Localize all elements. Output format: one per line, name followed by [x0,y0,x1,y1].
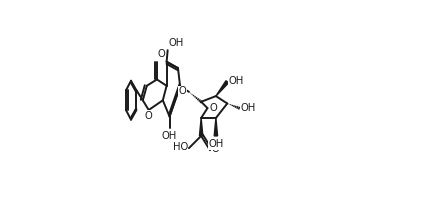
Text: HO: HO [173,142,188,152]
Polygon shape [199,118,203,136]
Text: OH: OH [168,38,184,48]
Text: O: O [145,111,153,121]
Text: OH: OH [228,76,244,86]
Text: OH: OH [162,131,177,141]
Text: O: O [158,49,166,59]
Text: OH: OH [240,103,255,113]
Text: OH: OH [208,139,224,149]
Polygon shape [214,118,218,136]
Text: O: O [179,86,187,96]
Text: O: O [212,144,219,154]
Polygon shape [216,81,228,96]
Text: O: O [210,103,217,113]
